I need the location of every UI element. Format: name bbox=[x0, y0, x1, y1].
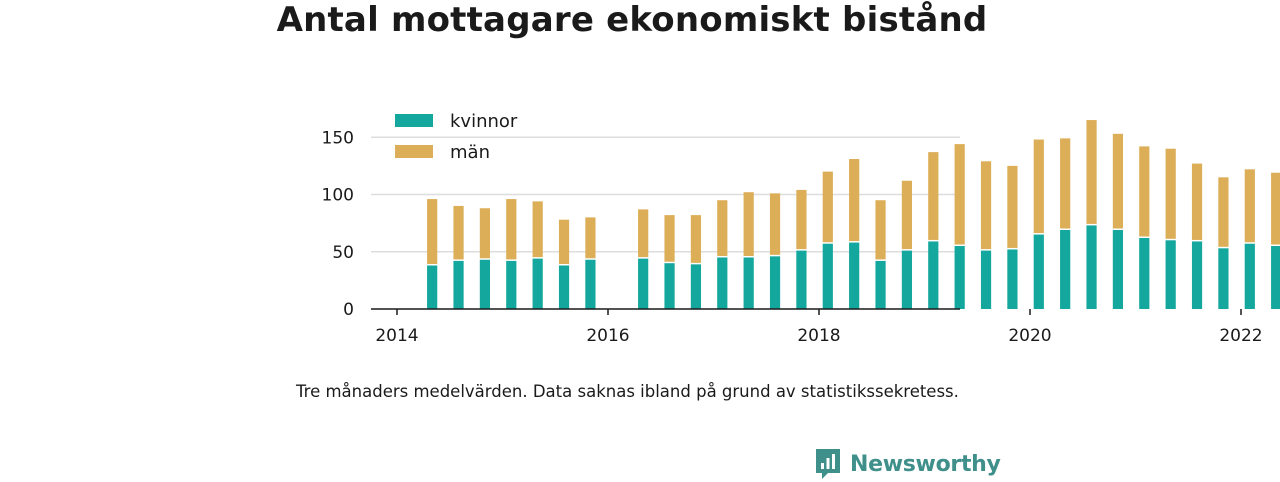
bar-kvinnor bbox=[849, 242, 860, 309]
bar-kvinnor bbox=[1165, 240, 1176, 309]
bar-kvinnor bbox=[954, 246, 965, 309]
bar-man bbox=[980, 161, 992, 250]
bar-man bbox=[849, 159, 860, 242]
bar-kvinnor bbox=[875, 260, 886, 309]
bar-kvinnor bbox=[1139, 238, 1150, 309]
chart-caption: Tre månaders medelvärden. Data saknas ib… bbox=[296, 382, 959, 401]
x-axis-ticks: 201420162018202020222024 bbox=[375, 309, 1263, 346]
bar-man bbox=[743, 192, 754, 256]
bar-kvinnor bbox=[1060, 229, 1071, 309]
bar-kvinnor bbox=[1191, 241, 1203, 309]
bar-man bbox=[558, 219, 570, 264]
bar-man bbox=[585, 217, 596, 259]
y-tick-label: 150 bbox=[322, 128, 354, 148]
bar-man bbox=[875, 200, 886, 260]
bar-man bbox=[664, 215, 675, 262]
bar-man bbox=[1271, 172, 1280, 245]
brand-logo[interactable]: Newsworthy bbox=[814, 446, 1001, 482]
bar-kvinnor bbox=[717, 257, 728, 309]
legend-swatch-kvinnor bbox=[395, 114, 433, 127]
bar-man bbox=[532, 201, 543, 258]
bar-man bbox=[1191, 163, 1203, 240]
bar-kvinnor bbox=[1086, 225, 1097, 309]
legend-swatch-man bbox=[395, 145, 433, 158]
brand-name: Newsworthy bbox=[850, 451, 1001, 477]
bar-man bbox=[638, 209, 649, 258]
y-tick-label: 50 bbox=[332, 243, 354, 263]
bar-man bbox=[1086, 120, 1097, 224]
bar-man bbox=[427, 199, 438, 264]
bar-kvinnor bbox=[585, 259, 596, 309]
bar-kvinnor bbox=[1218, 248, 1229, 309]
bar-man bbox=[479, 208, 491, 259]
bar-man bbox=[954, 144, 965, 245]
bar-man bbox=[717, 200, 728, 256]
bar-man bbox=[1218, 177, 1229, 247]
bar-man bbox=[690, 215, 702, 263]
bar-kvinnor bbox=[479, 259, 491, 309]
bar-kvinnor bbox=[822, 243, 833, 309]
bar-kvinnor bbox=[1244, 243, 1255, 309]
bar-man bbox=[1165, 148, 1176, 239]
x-tick-label: 2022 bbox=[1219, 326, 1262, 346]
bar-kvinnor bbox=[796, 250, 807, 309]
bar-kvinnor bbox=[980, 250, 992, 309]
bar-man bbox=[1060, 138, 1071, 229]
bar-kvinnor bbox=[928, 241, 939, 309]
bar-kvinnor bbox=[1033, 234, 1044, 309]
legend-label-kvinnor: kvinnor bbox=[450, 111, 518, 132]
bar-man bbox=[1139, 146, 1150, 237]
x-tick-label: 2016 bbox=[586, 326, 629, 346]
bar-kvinnor bbox=[1271, 246, 1280, 309]
x-tick-label: 2014 bbox=[375, 326, 418, 346]
bar-man bbox=[453, 205, 464, 260]
bar-man bbox=[506, 199, 517, 260]
bar-man bbox=[796, 189, 807, 250]
bar-man bbox=[769, 193, 781, 255]
x-tick-label: 2018 bbox=[797, 326, 840, 346]
bar-kvinnor bbox=[558, 265, 570, 309]
bar-kvinnor bbox=[743, 257, 754, 309]
legend-label-man: män bbox=[450, 142, 490, 163]
y-tick-label: 100 bbox=[322, 186, 354, 206]
bar-man bbox=[928, 152, 939, 240]
chart-title: Antal mottagare ekonomiskt bistånd bbox=[276, 0, 988, 40]
bar-man bbox=[901, 180, 913, 250]
bar-kvinnor bbox=[427, 265, 438, 309]
bar-man bbox=[1244, 169, 1255, 243]
bar-kvinnor bbox=[1007, 249, 1018, 309]
bar-kvinnor bbox=[638, 258, 649, 309]
x-tick-label: 2020 bbox=[1008, 326, 1051, 346]
bars bbox=[427, 120, 1280, 309]
bar-kvinnor bbox=[1112, 229, 1124, 309]
bar-kvinnor bbox=[532, 258, 543, 309]
newsworthy-logo-icon bbox=[816, 449, 840, 479]
y-tick-label: 0 bbox=[343, 300, 354, 320]
bar-kvinnor bbox=[769, 256, 781, 309]
bar-kvinnor bbox=[690, 264, 702, 309]
bar-man bbox=[1033, 139, 1044, 234]
bar-man bbox=[1007, 165, 1018, 248]
y-axis-ticks: 0 50 100 150 bbox=[322, 128, 354, 320]
bar-kvinnor bbox=[901, 250, 913, 309]
bar-man bbox=[1112, 133, 1124, 229]
bar-kvinnor bbox=[664, 263, 675, 309]
bar-kvinnor bbox=[453, 260, 464, 309]
bar-kvinnor bbox=[506, 260, 517, 309]
bar-man bbox=[822, 171, 833, 243]
legend: kvinnor män bbox=[395, 111, 518, 163]
